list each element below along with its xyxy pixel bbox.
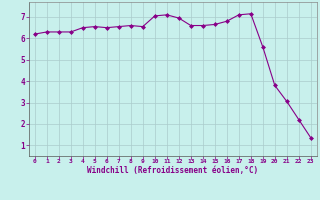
X-axis label: Windchill (Refroidissement éolien,°C): Windchill (Refroidissement éolien,°C)	[87, 166, 258, 175]
